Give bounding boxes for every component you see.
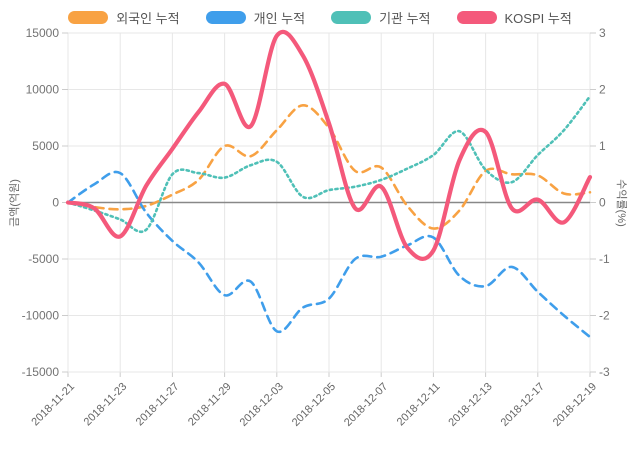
- legend-label-institution: 기관 누적: [379, 10, 431, 26]
- series-line-0: [66, 104, 592, 230]
- right-y-tick-label: -3: [599, 365, 610, 379]
- legend-item-institution[interactable]: 기관 누적: [331, 8, 431, 27]
- x-tick-label: 2018-11-21: [29, 381, 77, 429]
- left-y-tick-label: -15000: [22, 365, 60, 379]
- legend-label-foreign: 외국인 누적: [116, 10, 180, 26]
- legend-item-foreign[interactable]: 외국인 누적: [68, 8, 180, 27]
- chart-legend: 외국인 누적 개인 누적 기관 누적 KOSPI 누적: [0, 6, 640, 28]
- individual-line-swatch-icon: [205, 10, 246, 24]
- x-tick-label: 2018-11-29: [186, 381, 234, 429]
- legend-item-kospi[interactable]: KOSPI 누적: [456, 8, 572, 27]
- kospi-line-swatch-icon: [456, 10, 497, 24]
- x-tick-label: 2018-12-05: [290, 381, 338, 429]
- legend-item-individual[interactable]: 개인 누적: [205, 8, 306, 27]
- right-y-tick-label: -1: [599, 252, 610, 266]
- x-tick-label: 2018-11-27: [134, 381, 182, 429]
- x-tick-label: 2018-11-23: [82, 381, 130, 429]
- institution-line-swatch-icon: [331, 10, 372, 24]
- right-y-tick-label: 0: [599, 196, 606, 210]
- left-y-tick-label: 10000: [26, 83, 60, 97]
- right-y-tick-label: -2: [599, 309, 610, 323]
- x-tick-label: 2018-12-17: [499, 381, 547, 429]
- series-line-1: [66, 170, 592, 339]
- foreign-line-swatch-icon: [68, 10, 109, 24]
- left-y-tick-label: -10000: [22, 309, 60, 323]
- legend-label-individual: 개인 누적: [253, 10, 306, 26]
- right-y-tick-label: 3: [599, 26, 606, 40]
- right-y-tick-label: 2: [599, 83, 606, 97]
- x-tick-label: 2018-12-11: [395, 381, 443, 429]
- left-y-tick-label: 5000: [32, 139, 59, 153]
- legend-label-kospi: KOSPI 누적: [504, 10, 572, 26]
- x-tick-label: 2018-12-03: [238, 381, 286, 429]
- left-y-tick-label: -5000: [28, 252, 59, 266]
- x-tick-label: 2018-12-13: [446, 381, 494, 429]
- right-y-tick-label: 1: [599, 139, 606, 153]
- x-tick-label: 2018-12-19: [551, 381, 599, 429]
- series-line-3: [65, 29, 593, 261]
- left-y-tick-label: 15000: [26, 26, 60, 40]
- x-tick-label: 2018-12-07: [342, 381, 390, 429]
- left-y-tick-label: 0: [52, 196, 59, 210]
